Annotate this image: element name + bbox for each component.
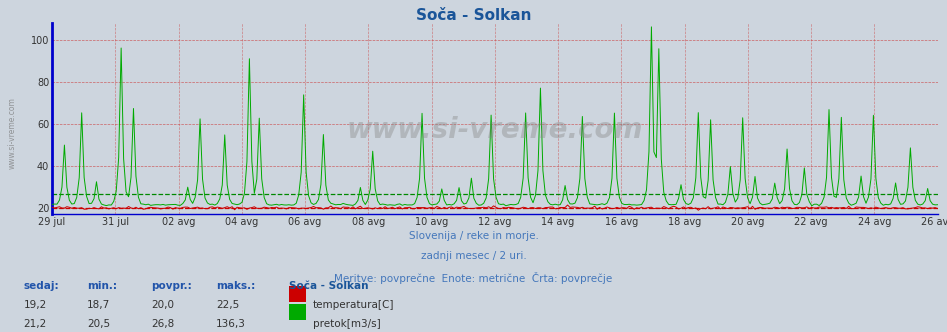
Text: Soča - Solkan: Soča - Solkan [289,281,368,290]
Text: temperatura[C]: temperatura[C] [313,300,394,310]
Text: 18,7: 18,7 [87,300,111,310]
Text: Soča - Solkan: Soča - Solkan [416,8,531,23]
Text: zadnji mesec / 2 uri.: zadnji mesec / 2 uri. [420,251,527,261]
Text: Slovenija / reke in morje.: Slovenija / reke in morje. [408,231,539,241]
Text: maks.:: maks.: [216,281,255,290]
Text: povpr.:: povpr.: [152,281,192,290]
Text: 26,8: 26,8 [152,319,175,329]
Text: 20,0: 20,0 [152,300,174,310]
Text: min.:: min.: [87,281,117,290]
Text: 22,5: 22,5 [216,300,240,310]
Text: 21,2: 21,2 [24,319,47,329]
Text: 136,3: 136,3 [216,319,246,329]
Text: Meritve: povprečne  Enote: metrične  Črta: povprečje: Meritve: povprečne Enote: metrične Črta:… [334,272,613,284]
Text: sedaj:: sedaj: [24,281,60,290]
Text: 19,2: 19,2 [24,300,47,310]
Text: www.si-vreme.com: www.si-vreme.com [347,116,643,144]
Text: 20,5: 20,5 [87,319,110,329]
Text: www.si-vreme.com: www.si-vreme.com [8,97,17,169]
Text: pretok[m3/s]: pretok[m3/s] [313,319,381,329]
